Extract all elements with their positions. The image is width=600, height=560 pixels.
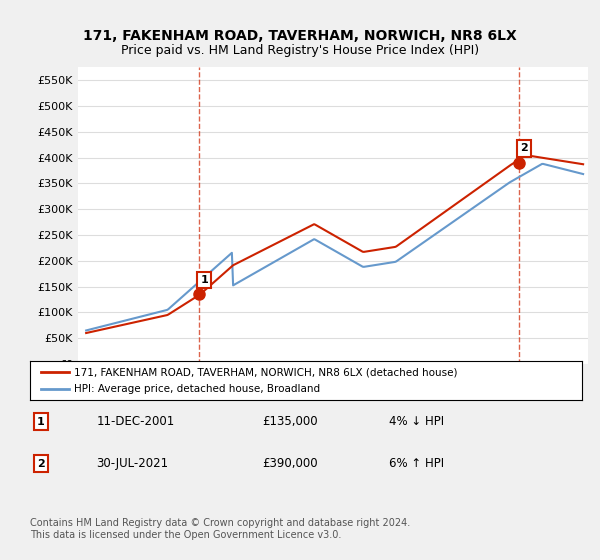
Text: 1: 1 [37,417,45,427]
Text: 4% ↓ HPI: 4% ↓ HPI [389,415,444,428]
Text: 2: 2 [520,143,528,153]
Text: 30-JUL-2021: 30-JUL-2021 [96,457,169,470]
Text: 11-DEC-2001: 11-DEC-2001 [96,415,175,428]
Text: Contains HM Land Registry data © Crown copyright and database right 2024.
This d: Contains HM Land Registry data © Crown c… [30,518,410,540]
Text: 2: 2 [37,459,45,469]
Text: 171, FAKENHAM ROAD, TAVERHAM, NORWICH, NR8 6LX: 171, FAKENHAM ROAD, TAVERHAM, NORWICH, N… [83,29,517,44]
Text: HPI: Average price, detached house, Broadland: HPI: Average price, detached house, Broa… [74,384,320,394]
Text: 171, FAKENHAM ROAD, TAVERHAM, NORWICH, NR8 6LX (detached house): 171, FAKENHAM ROAD, TAVERHAM, NORWICH, N… [74,367,458,377]
Text: 6% ↑ HPI: 6% ↑ HPI [389,457,444,470]
Text: £390,000: £390,000 [262,457,317,470]
Text: Price paid vs. HM Land Registry's House Price Index (HPI): Price paid vs. HM Land Registry's House … [121,44,479,57]
Text: £135,000: £135,000 [262,415,317,428]
Text: 1: 1 [200,275,208,285]
